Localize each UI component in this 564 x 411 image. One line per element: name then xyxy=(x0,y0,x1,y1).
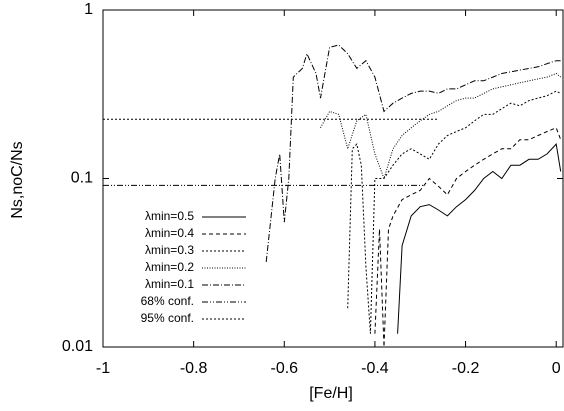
line xyxy=(347,90,561,334)
x-tick-label: -0.6 xyxy=(270,360,298,377)
x-tick-label: -0.8 xyxy=(180,360,208,377)
line xyxy=(397,143,562,334)
y-tick-label: 1 xyxy=(84,1,93,18)
x-axis-label: [Fe/H] xyxy=(309,385,353,402)
x-tick-label: -1 xyxy=(96,360,110,377)
legend-label: 95% conf. xyxy=(141,311,194,325)
legend-label: 68% conf. xyxy=(141,294,194,308)
y-tick-label: 0.01 xyxy=(62,338,93,355)
legend-label: λmin=0.5 xyxy=(145,209,194,223)
line xyxy=(374,127,562,347)
x-tick-label: 0 xyxy=(552,360,561,377)
legend-label: λmin=0.4 xyxy=(145,226,194,240)
legend-label: λmin=0.1 xyxy=(145,277,194,291)
line xyxy=(265,44,561,262)
line xyxy=(320,72,562,181)
x-tick-label: -0.2 xyxy=(452,360,480,377)
legend-label: λmin=0.3 xyxy=(145,243,194,257)
legend-label: λmin=0.2 xyxy=(145,260,194,274)
y-axis-label: Ns,noC/Ns xyxy=(9,141,26,218)
x-tick-label: -0.4 xyxy=(361,360,389,377)
y-tick-label: 0.1 xyxy=(71,170,93,187)
